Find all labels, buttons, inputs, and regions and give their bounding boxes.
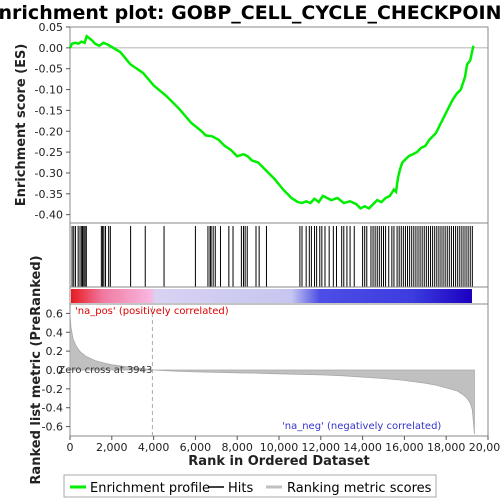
legend-hits-label: Hits [228,481,253,496]
metric-y-tick-label: 0.2 [46,345,64,358]
legend-metric-label: Ranking metric scores [287,481,432,496]
x-tick-label: 20,000 [469,441,500,454]
x-axis-label: Rank in Ordered Dataset [188,454,369,469]
negative-correlation-label: 'na_neg' (negatively correlated) [282,421,441,432]
hit-lines [71,226,473,287]
x-tick-label: 0 [67,441,74,454]
es-y-tick-label: -0.15 [35,104,63,117]
legend-enrichment-label: Enrichment profile [90,481,210,496]
metric-y-tick-label: -0.6 [42,421,63,434]
hits-panel-frame [69,222,489,288]
es-ylabel: Enrichment score (ES) [14,44,29,207]
metric-y-tick-label: 0.4 [46,326,64,339]
es-y-tick-label: -0.40 [35,209,63,222]
es-y-tick-label: -0.35 [35,188,63,201]
legend: Enrichment profile Hits Ranking metric s… [63,474,437,498]
x-axis: 0 2,000 4,000 6,000 8,000 10,000 12,000 14,000 1… [67,436,500,454]
metric-y-tick-label: -0.4 [42,402,63,415]
rank-color-bar [71,289,472,303]
x-tick-label: 18,000 [427,441,466,454]
es-y-tick-label: -0.20 [35,125,63,138]
metric-y-tick-label: 0.6 [46,307,64,320]
chart-title: Enrichment plot: GOBP_CELL_CYCLE_CHECKPO… [0,2,500,24]
metric-y-axis: 0.6 0.4 0.2 0.0 -0.2 -0.4 -0.6 [42,307,70,434]
es-y-tick-label: -0.05 [35,63,63,76]
x-tick-label: 16,000 [385,441,424,454]
zero-cross-label: Zero cross at 3943 [58,365,152,376]
x-tick-label: 6,000 [180,441,212,454]
positive-correlation-label: 'na_pos' (positively correlated) [75,306,229,317]
x-tick-label: 2,000 [96,441,128,454]
metric-y-tick-label: -0.2 [42,383,63,396]
ranking-metric-area [69,313,475,435]
x-tick-label: 12,000 [302,441,341,454]
es-y-axis: 0.05 0.00 -0.05 -0.10 -0.15 -0.20 -0.25 -0.30 -0… [35,21,70,222]
metric-y-tick-label: 0.0 [46,364,64,377]
legend-frame [63,474,437,498]
x-tick-label: 8,000 [221,441,253,454]
x-tick-label: 14,000 [343,441,382,454]
es-y-tick-label: -0.30 [35,167,63,180]
enrichment-profile-line [68,34,475,210]
es-y-tick-label: 0.05 [39,21,64,34]
x-tick-label: 4,000 [138,441,170,454]
es-y-tick-label: -0.10 [35,84,63,97]
es-panel-frame [69,26,489,224]
x-tick-label: 10,000 [260,441,299,454]
es-y-tick-label: 0.00 [39,42,64,55]
es-y-tick-label: -0.25 [35,146,63,159]
metric-ylabel: Ranked list metric (PreRanked) [29,255,44,484]
